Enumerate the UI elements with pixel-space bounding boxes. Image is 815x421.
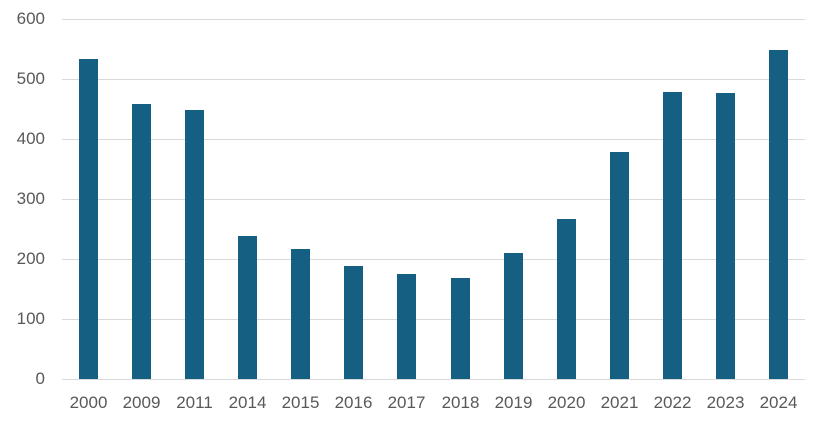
x-axis-tick-label: 2015: [281, 393, 320, 412]
bar-2014: [238, 236, 257, 379]
y-axis-tick-label: 200: [16, 249, 45, 268]
gridline: [62, 259, 805, 260]
x-axis-tick-label: 2011: [176, 393, 213, 412]
x-axis-tick-label: 2009: [122, 393, 161, 412]
x-axis-tick-label: 2000: [69, 393, 108, 412]
x-axis-tick-label: 2023: [706, 393, 745, 412]
bar-2015: [291, 249, 310, 379]
y-axis-tick-label: 300: [16, 189, 45, 208]
bar-2021: [610, 152, 629, 379]
x-axis-tick-label: 2020: [547, 393, 586, 412]
bar-2016: [344, 266, 363, 379]
gridline: [62, 139, 805, 140]
gridline: [62, 79, 805, 80]
bar-2019: [504, 253, 523, 379]
bar-2009: [132, 104, 151, 379]
x-axis: 2000 2009 2011 2014 2015 2016 2017 2018 2019 2020…: [62, 379, 805, 421]
y-axis-tick-label: 600: [16, 9, 45, 28]
x-axis-tick-label: 2021: [600, 393, 639, 412]
y-axis-tick-label: 100: [16, 309, 45, 328]
y-axis-tick-label: 400: [16, 129, 45, 148]
y-axis: 600 500 400 300 200 100 0: [0, 9, 45, 388]
bar-2018: [451, 278, 470, 379]
gridline: [62, 379, 805, 380]
gridline: [62, 199, 805, 200]
x-axis-tick-label: 2017: [387, 393, 426, 412]
bar-2022: [663, 92, 682, 379]
bar-2011: [185, 110, 204, 379]
gridline: [62, 19, 805, 20]
bar-2024: [769, 50, 788, 379]
x-axis-tick-label: 2018: [441, 393, 480, 412]
x-axis-tick-label: 2016: [334, 393, 373, 412]
bar-2000: [79, 59, 98, 379]
bar-2017: [397, 274, 416, 379]
y-axis-tick-label: 0: [35, 369, 45, 388]
bar-2020: [557, 219, 576, 379]
y-axis-tick-label: 500: [16, 69, 45, 88]
bar-2023: [716, 93, 735, 379]
x-axis-tick-label: 2014: [228, 393, 267, 412]
x-axis-tick-label: 2024: [759, 393, 798, 412]
x-axis-tick-label: 2019: [494, 393, 533, 412]
plot-area: [62, 19, 805, 380]
gridline: [62, 319, 805, 320]
x-axis-tick-label: 2022: [653, 393, 692, 412]
